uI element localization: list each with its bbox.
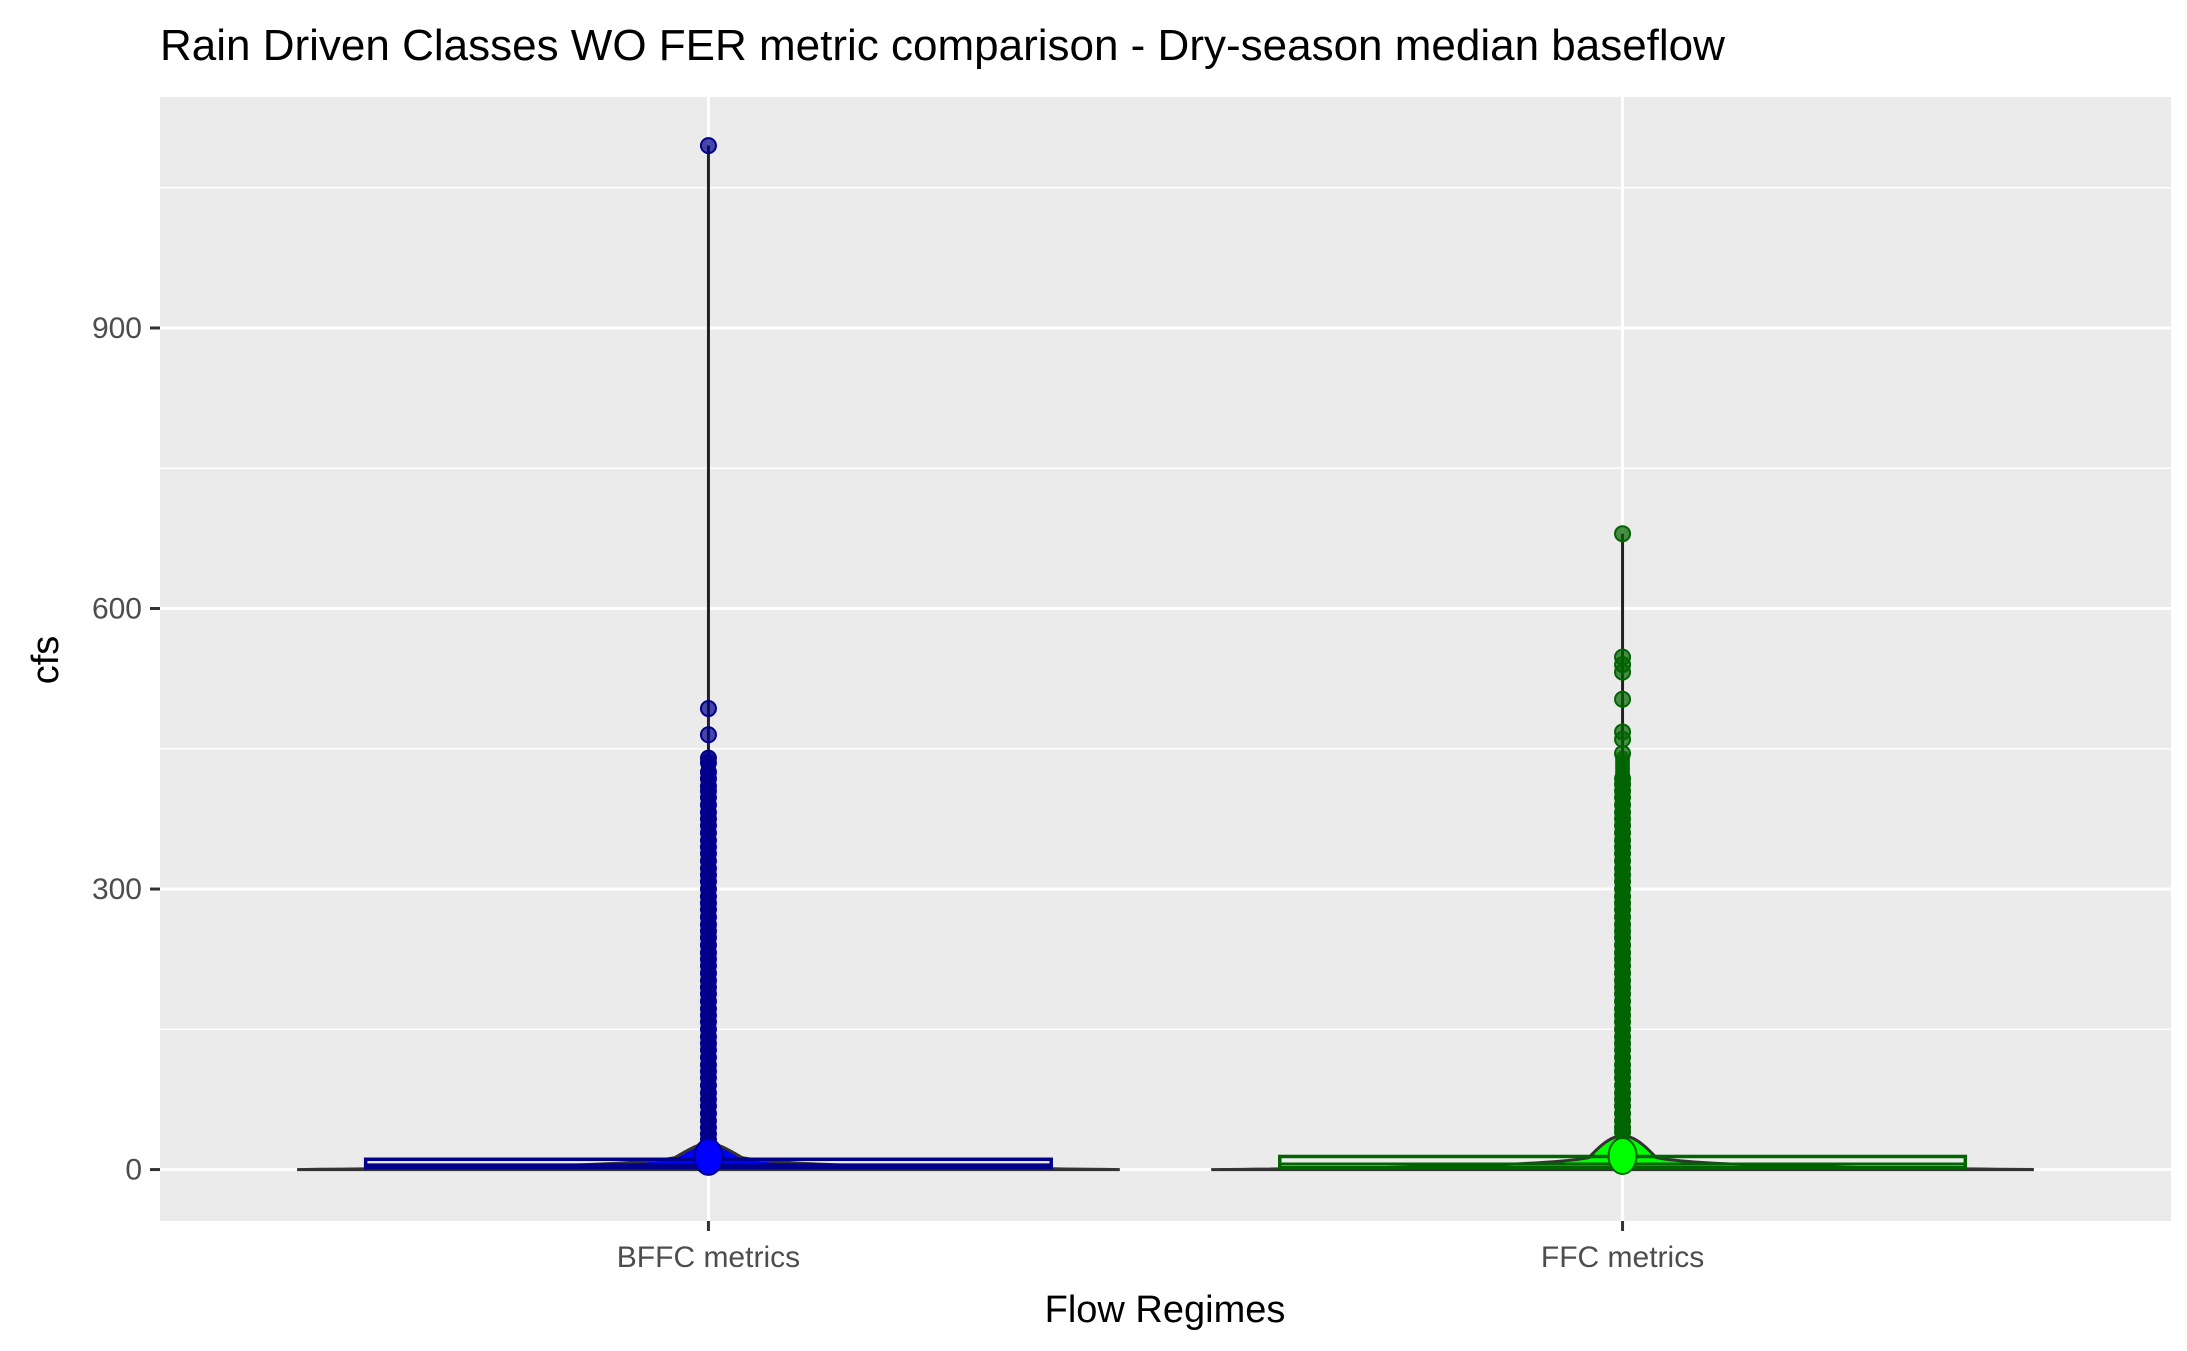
y-tick-label: 900 xyxy=(92,312,142,345)
outlier-point xyxy=(699,700,717,718)
x-axis-title: Flow Regimes xyxy=(1045,1289,1286,1331)
y-axis-title: cfs xyxy=(25,636,67,685)
violin-peak-blob xyxy=(693,1137,724,1176)
outlier-point xyxy=(1614,744,1632,762)
outlier-point xyxy=(1614,525,1632,543)
plot-panel xyxy=(160,97,2171,1221)
x-tick-label: BFFC metrics xyxy=(617,1241,800,1274)
chart-title: Rain Driven Classes WO FER metric compar… xyxy=(160,21,1725,70)
y-tick-label: 0 xyxy=(125,1154,142,1187)
outlier-point xyxy=(1614,663,1632,681)
x-axis: BFFC metrics FFC metrics xyxy=(617,1221,1704,1274)
y-tick-label: 600 xyxy=(92,593,142,626)
y-tick-label: 300 xyxy=(92,873,142,906)
x-tick-label: FFC metrics xyxy=(1541,1241,1704,1274)
minor-gridlines xyxy=(160,186,2171,1031)
outlier-point xyxy=(1614,690,1632,708)
outlier-point xyxy=(1614,730,1632,748)
outlier-points xyxy=(693,137,1638,1176)
violin-peak-blob xyxy=(1607,1136,1638,1175)
outlier-point xyxy=(699,726,717,744)
outlier-point xyxy=(699,137,717,155)
y-axis: 0 300 600 900 xyxy=(92,312,160,1187)
